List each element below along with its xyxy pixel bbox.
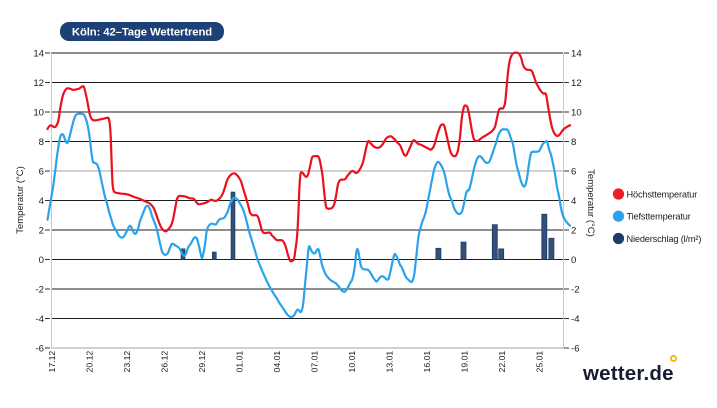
svg-text:17.12: 17.12 [47, 351, 57, 373]
svg-text:Temperatur (°C): Temperatur (°C) [15, 166, 26, 234]
svg-text:Temperatur (°C): Temperatur (°C) [585, 169, 596, 237]
svg-text:14: 14 [571, 49, 582, 60]
svg-text:Tiefsttemperatur: Tiefsttemperatur [627, 212, 691, 222]
svg-text:01.01: 01.01 [235, 351, 245, 373]
svg-text:-2: -2 [35, 285, 44, 296]
svg-text:Niederschlag (l/m²): Niederschlag (l/m²) [627, 234, 702, 244]
svg-text:13.01: 13.01 [385, 351, 395, 373]
svg-text:wetter.de: wetter.de [582, 362, 674, 385]
svg-text:14: 14 [33, 49, 44, 60]
svg-text:2: 2 [39, 226, 44, 237]
svg-text:10: 10 [33, 108, 44, 119]
svg-text:-6: -6 [571, 344, 580, 355]
svg-text:25.01: 25.01 [535, 351, 545, 373]
svg-text:0: 0 [571, 255, 576, 266]
svg-text:-4: -4 [571, 314, 580, 325]
svg-text:12: 12 [571, 78, 582, 89]
svg-text:12: 12 [33, 78, 44, 89]
svg-text:4: 4 [571, 196, 577, 207]
svg-text:19.01: 19.01 [460, 351, 470, 373]
svg-text:29.12: 29.12 [197, 351, 207, 373]
svg-text:2: 2 [571, 226, 576, 237]
svg-text:8: 8 [571, 137, 576, 148]
svg-text:0: 0 [39, 255, 44, 266]
svg-text:-2: -2 [571, 285, 580, 296]
svg-text:07.01: 07.01 [310, 351, 320, 373]
svg-text:23.12: 23.12 [122, 351, 132, 373]
svg-text:10: 10 [571, 108, 582, 119]
svg-text:6: 6 [39, 167, 44, 178]
svg-text:10.01: 10.01 [347, 351, 357, 373]
svg-text:4: 4 [39, 196, 45, 207]
svg-text:04.01: 04.01 [272, 351, 282, 373]
svg-text:20.12: 20.12 [85, 351, 95, 373]
svg-text:22.01: 22.01 [497, 351, 507, 373]
svg-text:8: 8 [39, 137, 44, 148]
svg-text:6: 6 [571, 167, 576, 178]
svg-text:Höchsttemperatur: Höchsttemperatur [627, 189, 698, 199]
svg-text:16.01: 16.01 [422, 351, 432, 373]
svg-text:26.12: 26.12 [160, 351, 170, 373]
svg-text:-6: -6 [35, 344, 44, 355]
svg-text:Köln: 42–Tage Wettertrend: Köln: 42–Tage Wettertrend [72, 27, 212, 39]
svg-text:-4: -4 [35, 314, 44, 325]
